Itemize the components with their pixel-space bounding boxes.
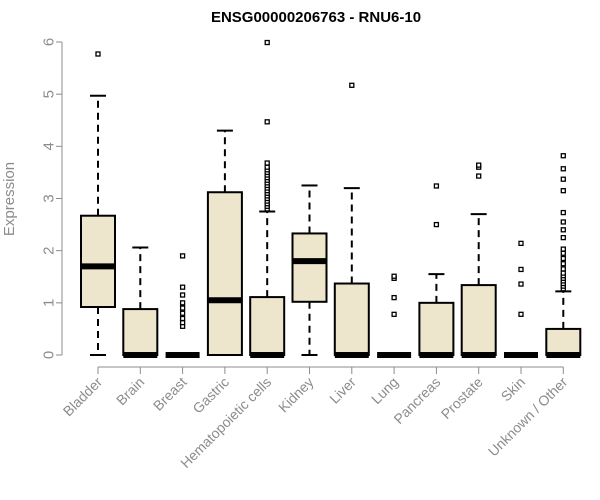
outlier-point [560, 176, 566, 182]
box-lung [377, 273, 412, 358]
outlier-point [433, 183, 440, 189]
outlier-point [560, 227, 566, 233]
outlier-point [95, 51, 101, 57]
x-tick-label: Breast [150, 374, 190, 414]
chart-title: ENSG00000206763 - RNU6-10 [211, 9, 421, 26]
x-tick-label: Kidney [275, 374, 317, 416]
box-brain [122, 246, 159, 358]
outlier-point [560, 153, 566, 159]
x-tick-label: Bladder [60, 374, 106, 420]
box-bladder [80, 51, 116, 356]
outlier-point [391, 294, 397, 301]
box-kidney [291, 184, 328, 356]
outlier-point [476, 162, 482, 168]
x-tick-label: Unknown / Other [485, 374, 571, 460]
box-unknown-other [545, 153, 582, 358]
box-iqr [249, 296, 286, 356]
outlier-point [264, 164, 270, 170]
outlier-point [560, 255, 566, 262]
x-tick-label: Prostate [438, 374, 486, 422]
outlier-point [518, 281, 524, 287]
outlier-point [179, 292, 186, 298]
box-iqr [291, 232, 328, 303]
outlier-point [179, 300, 186, 306]
box-iqr [333, 282, 370, 357]
outlier-point [560, 246, 566, 252]
outlier-point [391, 273, 397, 279]
outlier-point [560, 261, 566, 267]
outlier-point [476, 173, 482, 179]
y-tick-label: 5 [41, 90, 58, 98]
outlier-point [433, 221, 440, 228]
outlier-point [560, 209, 566, 216]
outlier-point [518, 266, 524, 273]
outlier-point [560, 166, 566, 172]
box-iqr [206, 191, 243, 356]
outlier-point [518, 311, 524, 317]
box-hematopoietic-cells [249, 39, 286, 358]
outlier-point [264, 119, 270, 125]
box-liver [333, 82, 370, 358]
box-prostate [460, 162, 497, 358]
outlier-point [518, 240, 524, 247]
outlier-point [560, 250, 566, 256]
outlier-point [560, 234, 566, 241]
outlier-point [560, 219, 566, 225]
y-tick-label: 0 [41, 351, 58, 359]
y-tick-label: 3 [41, 194, 58, 202]
x-tick-label: Liver [326, 374, 359, 407]
y-tick-label: 6 [41, 38, 58, 46]
x-tick-label: Skin [498, 374, 529, 405]
y-axis-label: Expression [1, 162, 18, 236]
y-tick-label: 2 [41, 246, 58, 254]
y-axis: 0 1 2 3 4 5 6 [41, 38, 63, 359]
box-iqr [460, 284, 497, 357]
x-tick-label: Pancreas [390, 374, 443, 427]
box-pancreas [418, 183, 455, 358]
y-tick-label: 1 [41, 299, 58, 307]
outlier-point [179, 284, 186, 290]
box-skin [504, 240, 538, 358]
box-gastric [206, 129, 243, 356]
outlier-point [179, 320, 186, 326]
outlier-point [560, 266, 566, 272]
outlier-point [179, 310, 186, 316]
outlier-point [264, 39, 270, 46]
outlier-point [179, 305, 186, 311]
box-iqr [545, 327, 582, 356]
x-tick-label: Lung [368, 374, 401, 407]
outlier-point [179, 315, 186, 322]
outlier-point [560, 270, 566, 276]
outlier-point [264, 160, 270, 166]
x-tick-label: Brain [113, 374, 147, 408]
box-breast [165, 253, 200, 358]
box-iqr [122, 308, 159, 356]
outlier-point [349, 82, 355, 88]
box-iqr [418, 301, 455, 357]
y-tick-label: 4 [41, 142, 58, 150]
outlier-point [391, 311, 397, 317]
outlier-point [179, 253, 186, 259]
box-series [80, 39, 582, 358]
box-iqr [80, 214, 116, 309]
outlier-point [560, 188, 566, 194]
